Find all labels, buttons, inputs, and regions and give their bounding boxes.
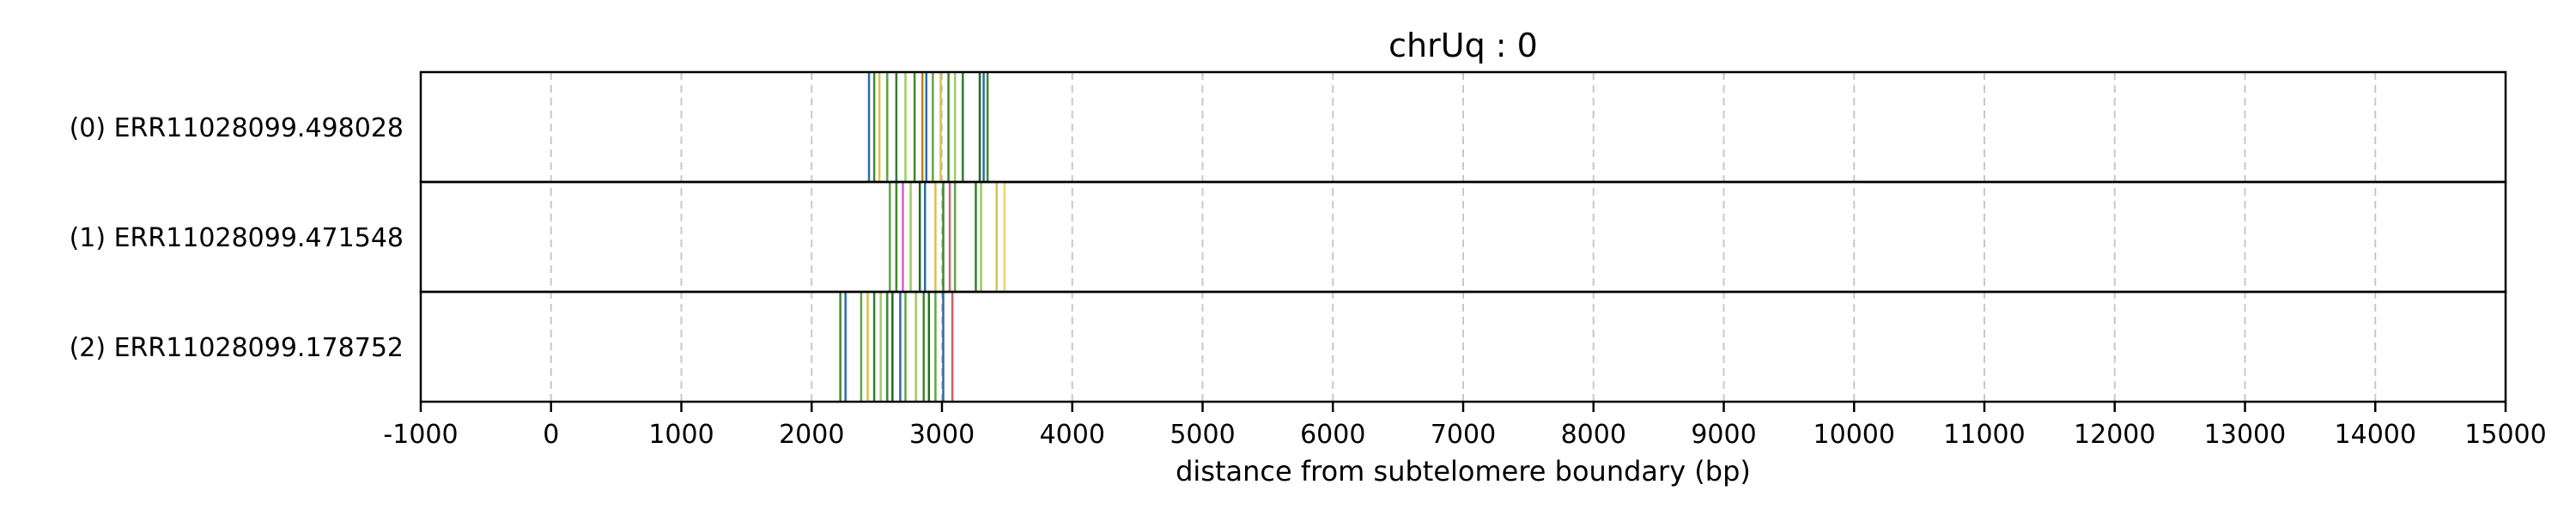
- x-tick-label: 8000: [1561, 420, 1626, 450]
- x-tick-label: 7000: [1431, 420, 1496, 450]
- x-tick-label: 4000: [1040, 420, 1105, 450]
- grid-layer: [550, 72, 2377, 402]
- x-tick-label: 14000: [2335, 420, 2416, 450]
- x-tick-label: -1000: [383, 420, 458, 450]
- x-tick-label: 12000: [2074, 420, 2155, 450]
- x-tick-label: 0: [543, 420, 559, 450]
- chart-title: chrUq : 0: [1388, 27, 1538, 64]
- panels-layer: [419, 70, 2507, 403]
- x-tick-label: 6000: [1300, 420, 1365, 450]
- x-tick-label: 13000: [2204, 420, 2286, 450]
- x-tick-label: 15000: [2464, 420, 2546, 450]
- row-labels-layer: (0) ERR11028099.498028 (1) ERR11028099.47…: [70, 113, 404, 363]
- x-tick-label: 3000: [909, 420, 975, 450]
- track-panel: [419, 180, 2507, 294]
- x-tick-label: 9000: [1691, 420, 1756, 450]
- x-tick-label: 10000: [1814, 420, 1895, 450]
- track-label: (0) ERR11028099.498028: [70, 113, 404, 143]
- track-label: (1) ERR11028099.471548: [70, 223, 404, 253]
- x-tick-label: 11000: [1943, 420, 2025, 450]
- x-tick-label: 2000: [779, 420, 844, 450]
- track-label: (2) ERR11028099.178752: [70, 333, 404, 363]
- x-tick-label: 1000: [648, 420, 714, 450]
- events-layer: [839, 72, 1006, 402]
- x-tick-label: 5000: [1170, 420, 1235, 450]
- x-axis-label: distance from subtelomere boundary (bp): [1176, 455, 1751, 488]
- ticks-layer: -1000 0 1000 2000 3000 4000 5000 6000 7000 8000 90…: [383, 402, 2547, 450]
